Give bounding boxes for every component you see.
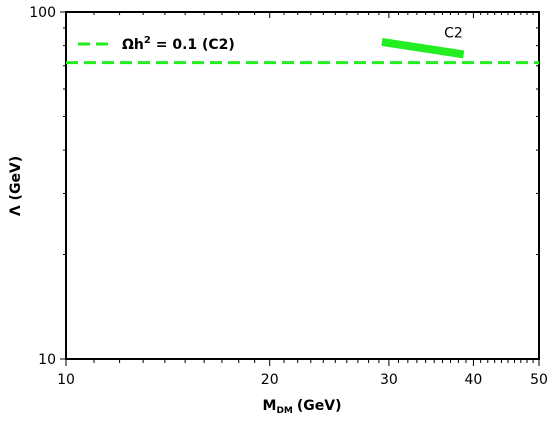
x-tick-label: 50 [530, 372, 548, 388]
annotation-c2: C2 [444, 25, 463, 41]
legend: Ωh2 = 0.1 (C2) [78, 35, 235, 53]
x-axis-label: MDM (GeV) [263, 398, 342, 416]
legend-entry-oh2: Ωh2 = 0.1 (C2) [122, 35, 235, 53]
series-c2-band [381, 37, 465, 59]
x-axis-label-unit: (GeV) [297, 398, 342, 414]
legend-omega-h: Ωh [122, 37, 144, 53]
y-tick-label: 10 [38, 352, 56, 368]
x-tick-label: 20 [261, 372, 279, 388]
x-tick-label: 10 [57, 372, 75, 388]
legend-superscript: 2 [144, 35, 151, 46]
tick-labels: 10 20 30 40 50 10 100 C2 [29, 5, 548, 388]
y-axis-label: Λ (GeV) [8, 156, 24, 216]
series-layer [66, 37, 539, 65]
axis-ticks [60, 11, 540, 366]
legend-rest: = 0.1 (C2) [151, 37, 235, 53]
y-tick-label: 100 [29, 5, 56, 21]
plot-frame [65, 11, 540, 360]
x-tick-label: 30 [380, 372, 398, 388]
x-tick-label: 40 [465, 372, 483, 388]
x-axis-label-m: M [263, 398, 277, 414]
x-axis-label-sub: DM [276, 406, 292, 416]
